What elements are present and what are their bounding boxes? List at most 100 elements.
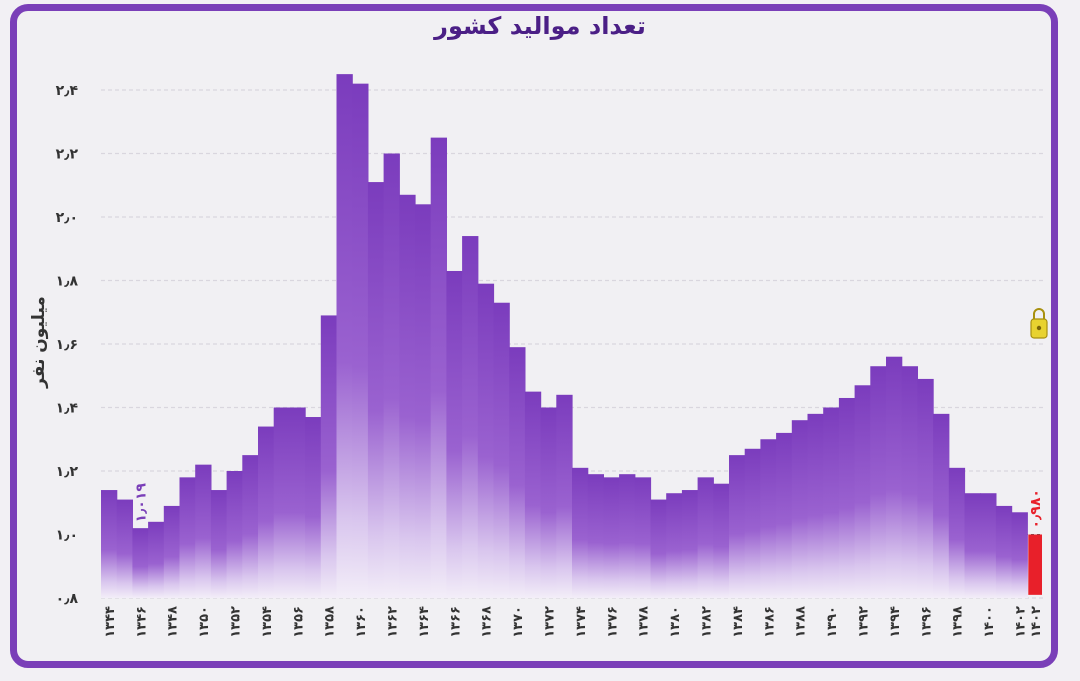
x-tick-label: ۱۳۹۸	[951, 606, 966, 638]
y-tick-label: ۲٫۰	[56, 210, 78, 226]
bar	[823, 407, 840, 598]
bar	[195, 464, 212, 598]
bar	[634, 477, 652, 598]
y-axis-label: میلیون نفر	[29, 296, 49, 389]
bar	[917, 378, 934, 598]
bar	[116, 499, 133, 598]
bar	[415, 204, 432, 599]
bar	[791, 420, 809, 598]
bar	[933, 413, 950, 598]
bar	[305, 417, 322, 598]
bar	[666, 493, 683, 598]
x-tick-label: ۱۳۹۶	[919, 606, 934, 638]
y-axis-ticks: ۰٫۸ ۱٫۰ ۱٫۲ ۱٫۴ ۱٫۶ ۱٫۸ ۲٫۰ ۲٫۲ ۲٫۴	[56, 83, 79, 607]
bar	[776, 432, 793, 598]
x-tick-label: ۱۳۹۰	[825, 606, 840, 638]
y-tick-label: ۱٫۰	[56, 528, 78, 544]
x-tick-label: ۱۳۸۲	[699, 606, 714, 638]
x-tick-label: ۱۳۶۴	[417, 606, 432, 638]
bar	[258, 426, 275, 598]
bar	[101, 490, 118, 598]
y-tick-label: ۰٫۸	[56, 591, 79, 607]
bar	[179, 477, 196, 598]
bar	[854, 385, 871, 598]
bar	[1011, 512, 1028, 598]
bar	[807, 413, 824, 598]
bar	[572, 467, 589, 598]
x-tick-label: ۱۳۴۴	[103, 606, 118, 638]
x-axis-ticks: ۱۳۴۴ ۱۳۴۶ ۱۳۴۸ ۱۳۵۰ ۱۳۵۲ ۱۳۵۴ ۱۳۵۶ ۱۳۵۸ ۱۳۶۰ ۱۳۶۲…	[103, 606, 1044, 638]
x-tick-label: ۱۳۷۶	[605, 606, 620, 638]
x-tick-label: ۱۳۷۸	[637, 606, 652, 638]
x-tick-label: ۱۳۴۸	[166, 606, 181, 638]
bar	[713, 483, 730, 598]
x-tick-label: ۱۳۶۶	[448, 606, 463, 638]
highlight-bar	[1028, 534, 1042, 595]
data-label: ۱٫۰۱۹	[133, 483, 149, 523]
bar	[493, 302, 510, 598]
y-tick-label: ۱٫۲	[56, 464, 79, 480]
bar	[697, 477, 714, 598]
bar	[650, 499, 667, 598]
x-tick-label: ۱۳۵۲	[228, 606, 243, 638]
x-tick-label: ۱۳۷۲	[542, 606, 557, 638]
x-tick-label: ۱۳۷۰	[511, 606, 526, 638]
bar	[132, 528, 149, 598]
y-tick-label: ۱٫۶	[56, 337, 78, 353]
bar	[148, 521, 165, 598]
bar	[226, 471, 243, 598]
y-tick-label: ۱٫۴	[56, 401, 79, 417]
bar	[242, 455, 259, 598]
x-tick-label: ۱۴۰۲	[1013, 606, 1028, 638]
bar	[744, 448, 761, 598]
y-tick-label: ۲٫۴	[56, 83, 79, 99]
bar	[980, 493, 997, 598]
x-tick-label: ۱۴۰۲	[1029, 606, 1044, 638]
bar	[995, 505, 1013, 598]
bar	[587, 474, 604, 598]
bar	[399, 194, 416, 598]
bar	[524, 391, 542, 598]
bar	[619, 474, 636, 598]
bar	[163, 505, 181, 598]
bar	[430, 137, 447, 598]
bar	[462, 236, 479, 599]
bar	[273, 407, 290, 598]
bar	[210, 490, 228, 598]
bar	[760, 439, 777, 598]
bar	[540, 407, 557, 598]
x-tick-label: ۱۳۸۴	[731, 606, 746, 638]
bars	[101, 74, 1042, 599]
bar	[964, 493, 981, 598]
x-tick-label: ۱۳۶۲	[385, 606, 400, 638]
x-tick-label: ۱۳۷۴	[574, 606, 589, 638]
bar	[603, 477, 620, 598]
bar	[320, 315, 338, 598]
bar	[509, 347, 526, 598]
bar	[446, 270, 463, 598]
bar	[948, 467, 966, 598]
bar	[681, 490, 699, 598]
bar	[367, 182, 385, 598]
x-tick-label: ۱۳۸۸	[794, 606, 809, 638]
bar	[336, 74, 353, 598]
annotations: ۱٫۰۱۹ ۰٫۹۸۰	[133, 483, 1044, 529]
bar	[289, 407, 306, 598]
x-tick-label: ۱۳۵۰	[197, 606, 212, 638]
x-tick-label: ۱۳۶۸	[480, 606, 495, 638]
bar	[383, 153, 400, 598]
x-tick-label: ۱۳۹۲	[856, 606, 871, 638]
y-tick-label: ۲٫۲	[56, 147, 79, 163]
x-tick-label: ۱۳۶۰	[354, 606, 369, 638]
bar	[838, 397, 856, 598]
highlight-data-label: ۰٫۹۸۰	[1028, 489, 1044, 528]
x-tick-label: ۱۳۴۶	[134, 606, 149, 638]
bar	[556, 394, 573, 598]
x-tick-label: ۱۳۵۸	[323, 606, 338, 638]
x-tick-label: ۱۴۰۰	[982, 606, 997, 638]
x-tick-label: ۱۳۸۰	[668, 606, 683, 638]
bar	[352, 83, 369, 598]
bar	[901, 366, 918, 598]
bar	[477, 283, 495, 598]
